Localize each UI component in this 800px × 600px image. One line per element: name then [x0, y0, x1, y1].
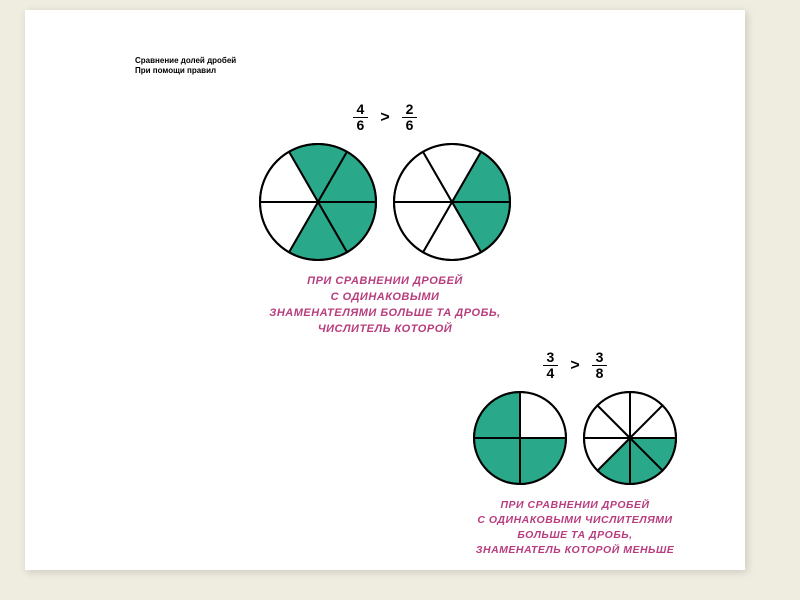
pie-chart-2b	[582, 390, 678, 486]
rule-text-1: ПРИ СРАВНЕНИИ ДРОБЕЙ С ОДИНАКОВЫМИ ЗНАМЕ…	[160, 274, 610, 338]
fraction-1a-num: 4	[353, 102, 369, 118]
content-box: Сравнение долей дробей При помощи правил…	[25, 10, 745, 570]
pie-row-1	[160, 142, 610, 262]
section-2: 3 4 > 3 8 ПРИ СРАВНЕНИИ ДРОБЕЙ С ОДИНАКО…	[395, 350, 755, 559]
pie-row-2	[395, 390, 755, 486]
pie-chart-1b	[392, 142, 512, 262]
rule-text-2: ПРИ СРАВНЕНИИ ДРОБЕЙ С ОДИНАКОВЫМИ ЧИСЛИ…	[395, 498, 755, 559]
inequality-2: 3 4 > 3 8	[395, 350, 755, 382]
fraction-2a-num: 3	[543, 350, 559, 366]
fraction-2a-den: 4	[543, 366, 559, 381]
inequality-1: 4 6 > 2 6	[160, 102, 610, 134]
fraction-1b-den: 6	[402, 118, 418, 133]
comparison-op-1: >	[380, 109, 389, 127]
section-1: 4 6 > 2 6 ПРИ СРАВНЕНИИ ДРОБЕЙ С ОДИНАКО…	[160, 102, 610, 338]
pie-chart-2a	[472, 390, 568, 486]
fraction-2b-num: 3	[592, 350, 608, 366]
pie-chart-1a	[258, 142, 378, 262]
fraction-1a-den: 6	[353, 118, 369, 133]
page-title: Сравнение долей дробей При помощи правил	[135, 56, 236, 77]
fraction-1a: 4 6	[353, 102, 369, 134]
fraction-2a: 3 4	[543, 350, 559, 382]
fraction-2b-den: 8	[592, 366, 608, 381]
fraction-1b: 2 6	[402, 102, 418, 134]
fraction-2b: 3 8	[592, 350, 608, 382]
fraction-1b-num: 2	[402, 102, 418, 118]
comparison-op-2: >	[570, 357, 579, 375]
